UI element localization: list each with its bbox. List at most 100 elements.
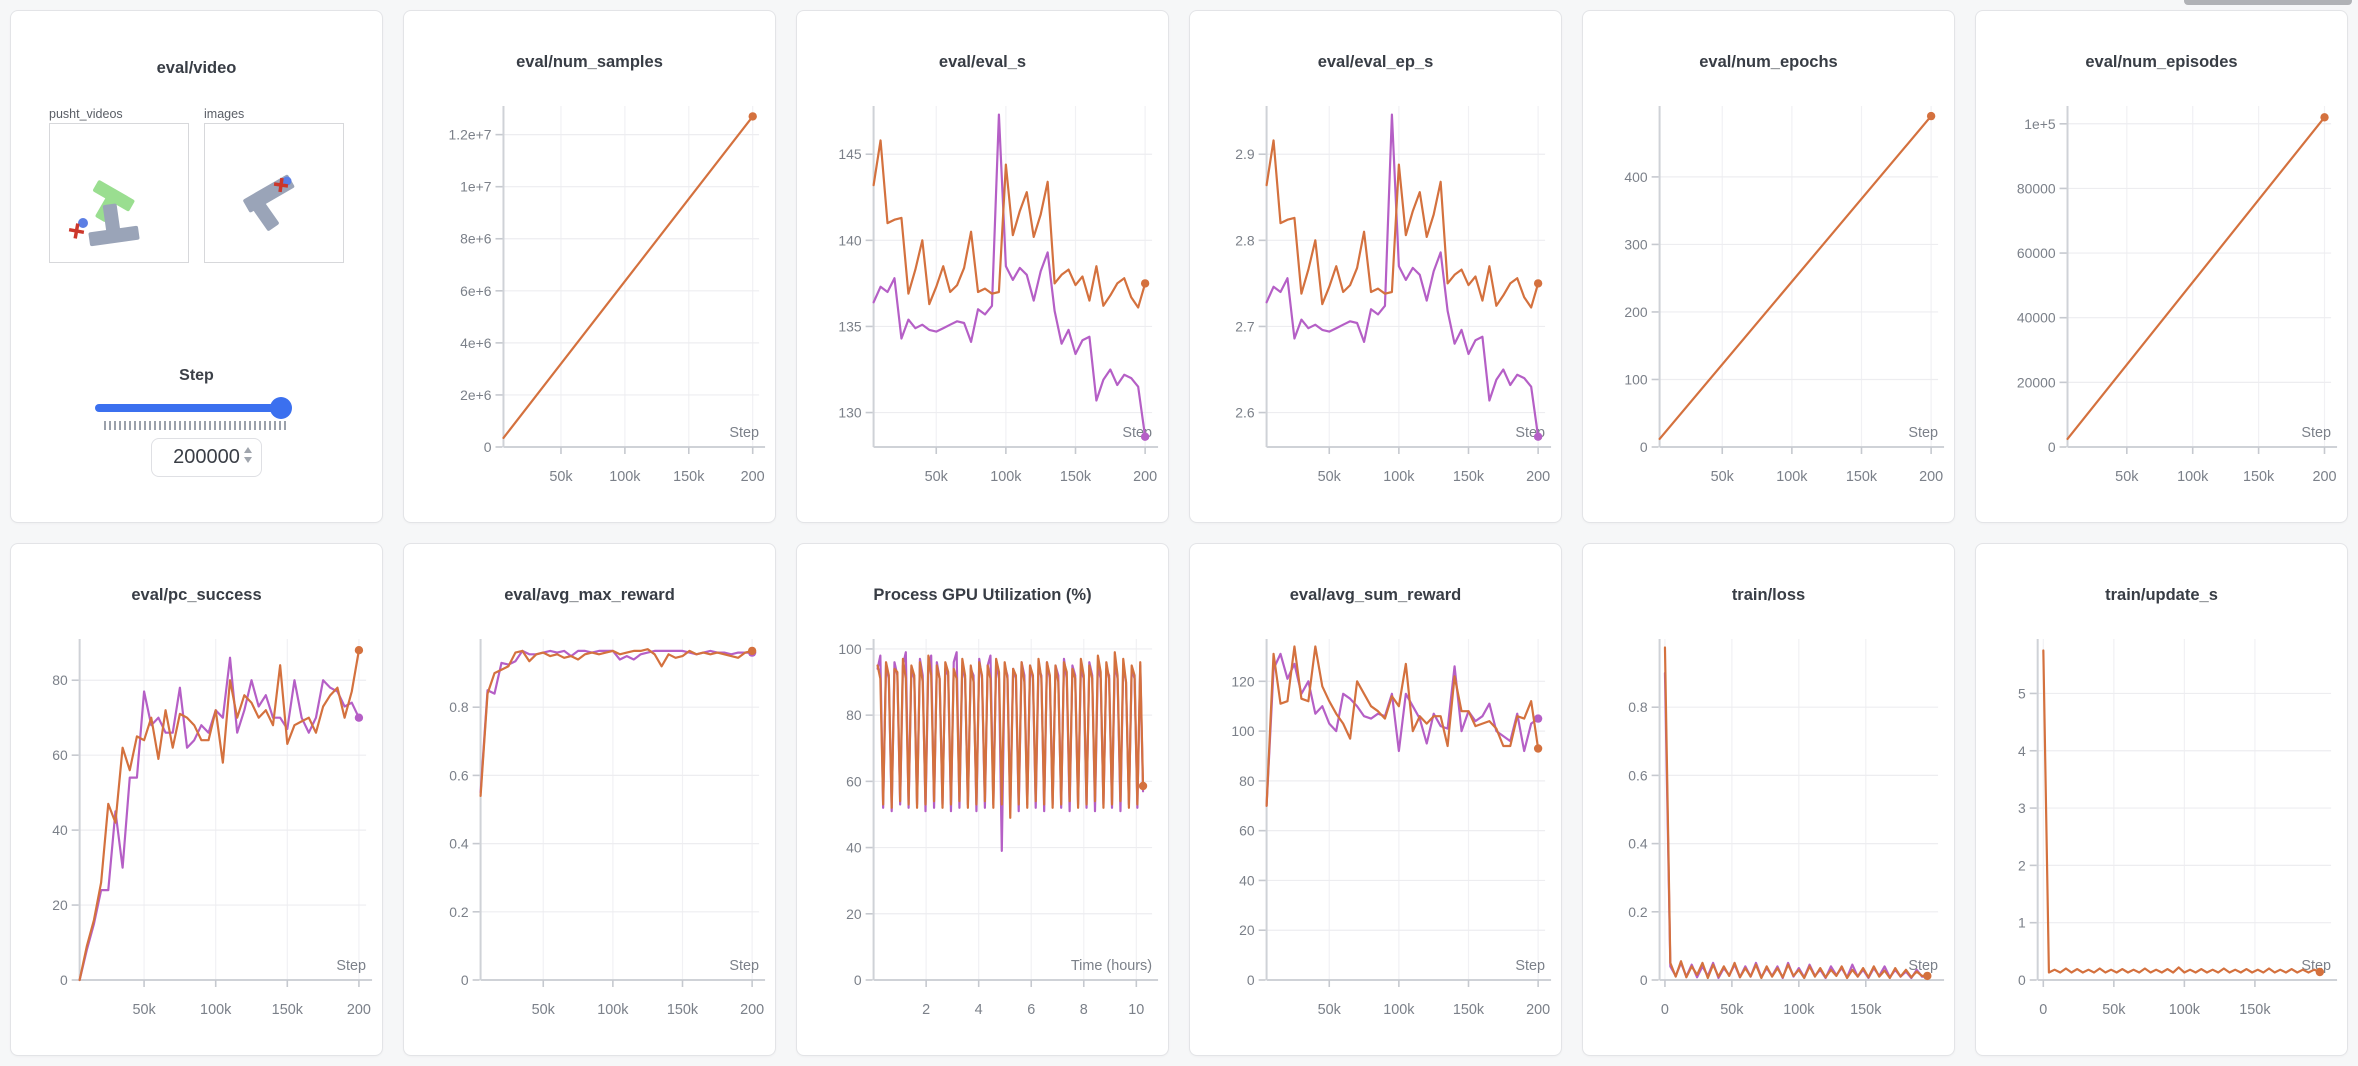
svg-text:300: 300 xyxy=(1624,236,1647,252)
chart-plot-eval-num-epochs[interactable]: 0 100 200 300 400 50k 100k 150k 200 Step xyxy=(1583,100,1954,520)
chart-panel-eval-num-epochs[interactable]: eval/num_epochs 0 100 200 300 400 50k 100k 150k 2… xyxy=(1582,10,1955,523)
svg-text:100: 100 xyxy=(1624,371,1647,387)
chart-panel-eval-pc-success[interactable]: eval/pc_success 0 20 40 60 80 50k 100k 150k 200 St… xyxy=(10,543,383,1056)
svg-text:100k: 100k xyxy=(597,1002,629,1018)
chart-title: train/update_s xyxy=(2105,586,2218,604)
horizontal-scrollbar-fragment[interactable] xyxy=(2184,0,2352,5)
svg-text:0.4: 0.4 xyxy=(1628,836,1648,852)
series-line-orange xyxy=(502,115,754,439)
svg-text:150k: 150k xyxy=(2239,1002,2271,1018)
svg-text:50k: 50k xyxy=(132,1002,156,1018)
series-line-purple xyxy=(1265,652,1540,807)
series-end-dot-purple xyxy=(1533,432,1543,441)
svg-text:8: 8 xyxy=(1080,1002,1088,1018)
series-line-purple xyxy=(1663,671,1929,980)
svg-text:150k: 150k xyxy=(1453,1002,1485,1018)
series-line-orange xyxy=(2042,649,2321,974)
svg-text:0: 0 xyxy=(1247,972,1255,988)
series-end-dot-orange xyxy=(747,646,757,656)
series-line-purple xyxy=(872,113,1147,438)
video-panel-eval-video[interactable]: eval/video pusht_videos images xyxy=(10,10,383,523)
svg-text:150k: 150k xyxy=(673,469,705,485)
goal-cross-icon xyxy=(273,177,289,193)
svg-text:200: 200 xyxy=(1133,469,1157,485)
svg-text:0: 0 xyxy=(484,439,492,455)
svg-text:200: 200 xyxy=(1526,469,1550,485)
chart-plot-train-update-s[interactable]: 0 1 2 3 4 5 0 50k 100k 150k Step xyxy=(1976,633,2347,1053)
step-input[interactable] xyxy=(166,446,247,469)
svg-text:0.2: 0.2 xyxy=(1628,904,1648,920)
svg-text:0: 0 xyxy=(1661,1002,1669,1018)
svg-text:2: 2 xyxy=(922,1002,930,1018)
svg-text:150k: 150k xyxy=(2243,469,2275,485)
chart-panel-train-update-s[interactable]: train/update_s 0 1 2 3 4 5 0 50k 100k 150k Step xyxy=(1975,543,2348,1056)
chart-plot-eval-avg-max-reward[interactable]: 0 0.2 0.4 0.6 0.8 50k 100k 150k 200 Step xyxy=(404,633,775,1053)
svg-text:200: 200 xyxy=(2312,469,2336,485)
chart-plot-eval-num-episodes[interactable]: 0 20000 40000 60000 80000 1e+5 50k 100k 150k 200 S… xyxy=(1976,100,2347,520)
svg-text:145: 145 xyxy=(838,146,861,162)
series-line-orange xyxy=(78,649,361,982)
images-thumbnail[interactable] xyxy=(204,123,344,263)
chart-plot-eval-pc-success[interactable]: 0 20 40 60 80 50k 100k 150k 200 Step xyxy=(11,633,382,1053)
series-end-dot-orange xyxy=(1923,971,1932,981)
series-line-purple xyxy=(1265,113,1540,438)
step-stepper[interactable] xyxy=(244,447,252,463)
svg-text:50k: 50k xyxy=(2115,469,2139,485)
svg-text:Step: Step xyxy=(2301,958,2331,974)
chart-panel-eval-eval-s[interactable]: eval/eval_s 130 135 140 145 50k 100k 150k 200 Ste… xyxy=(796,10,1169,523)
step-input-box[interactable] xyxy=(151,438,262,477)
svg-text:2.6: 2.6 xyxy=(1235,405,1255,421)
chart-title: eval/num_epochs xyxy=(1699,53,1838,71)
svg-text:0: 0 xyxy=(2048,439,2056,455)
chart-plot-process-gpu-utilization[interactable]: 0 20 40 60 80 100 2 4 6 8 10 Time (hours) xyxy=(797,633,1168,1053)
chart-plot-train-loss[interactable]: 0 0.2 0.4 0.6 0.8 0 50k 100k 150k Step xyxy=(1583,633,1954,1053)
stepper-down-icon[interactable] xyxy=(244,457,252,463)
svg-text:150k: 150k xyxy=(1060,469,1092,485)
series-line-orange xyxy=(872,139,1147,309)
svg-text:400: 400 xyxy=(1624,169,1647,185)
svg-text:40: 40 xyxy=(52,822,68,838)
chart-panel-eval-num-episodes[interactable]: eval/num_episodes 0 20000 40000 60000 80000 1e… xyxy=(1975,10,2348,523)
stepper-up-icon[interactable] xyxy=(244,447,252,453)
svg-text:Time (hours): Time (hours) xyxy=(1071,958,1152,974)
chart-panel-eval-num-samples[interactable]: eval/num_samples 0 2e+6 4e+6 6e+6 8e+6 1e+7 1.2… xyxy=(403,10,776,523)
chart-plot-eval-avg-sum-reward[interactable]: 0 20 40 60 80 100 120 50k 100k 150k 200 Step xyxy=(1190,633,1561,1053)
svg-text:Step: Step xyxy=(1908,958,1938,974)
svg-text:0.6: 0.6 xyxy=(1628,767,1648,783)
svg-text:Step: Step xyxy=(336,958,366,974)
svg-text:150k: 150k xyxy=(667,1002,699,1018)
series-line-purple xyxy=(479,649,754,794)
chart-title: eval/avg_max_reward xyxy=(504,586,675,604)
svg-text:0.8: 0.8 xyxy=(449,699,469,715)
series-line-orange xyxy=(2066,116,2326,440)
series-end-dot-orange xyxy=(2320,113,2329,122)
svg-text:50k: 50k xyxy=(532,1002,556,1018)
svg-text:Step: Step xyxy=(1908,425,1938,441)
chart-panel-process-gpu-utilization[interactable]: Process GPU Utilization (%) 0 20 40 60 80 100 2… xyxy=(796,543,1169,1056)
chart-panel-eval-avg-sum-reward[interactable]: eval/avg_sum_reward 0 20 40 60 80 100 120 50k 100… xyxy=(1189,543,1562,1056)
svg-text:200: 200 xyxy=(740,1002,764,1018)
svg-text:100k: 100k xyxy=(1383,1002,1415,1018)
series-end-dot-orange xyxy=(1533,744,1543,753)
svg-text:1: 1 xyxy=(2018,915,2026,931)
step-slider-track[interactable] xyxy=(95,404,288,412)
goal-cross-icon xyxy=(68,223,85,239)
step-slider-handle[interactable] xyxy=(270,397,292,419)
chart-title: eval/eval_ep_s xyxy=(1317,53,1434,71)
chart-panel-eval-avg-max-reward[interactable]: eval/avg_max_reward 0 0.2 0.4 0.6 0.8 50k 100k 1… xyxy=(403,543,776,1056)
svg-text:60: 60 xyxy=(1239,823,1255,839)
svg-text:120: 120 xyxy=(1231,673,1254,689)
chart-plot-eval-num-samples[interactable]: 0 2e+6 4e+6 6e+6 8e+6 1e+7 1.2e+7 50k 100k 150k 20… xyxy=(404,100,775,520)
pusht-video-thumbnail[interactable] xyxy=(49,123,189,263)
svg-text:135: 135 xyxy=(838,318,861,334)
svg-text:2: 2 xyxy=(2018,857,2026,873)
series-end-dot-purple xyxy=(1533,714,1543,723)
chart-panel-train-loss[interactable]: train/loss 0 0.2 0.4 0.6 0.8 0 50k 100k 150k Step xyxy=(1582,543,1955,1056)
svg-text:40: 40 xyxy=(846,840,862,856)
chart-panel-eval-eval-ep-s[interactable]: eval/eval_ep_s 2.6 2.7 2.8 2.9 50k 100k 150k 200… xyxy=(1189,10,1562,523)
svg-text:150k: 150k xyxy=(1850,1002,1882,1018)
svg-text:80: 80 xyxy=(846,707,862,723)
svg-text:8e+6: 8e+6 xyxy=(460,231,492,247)
